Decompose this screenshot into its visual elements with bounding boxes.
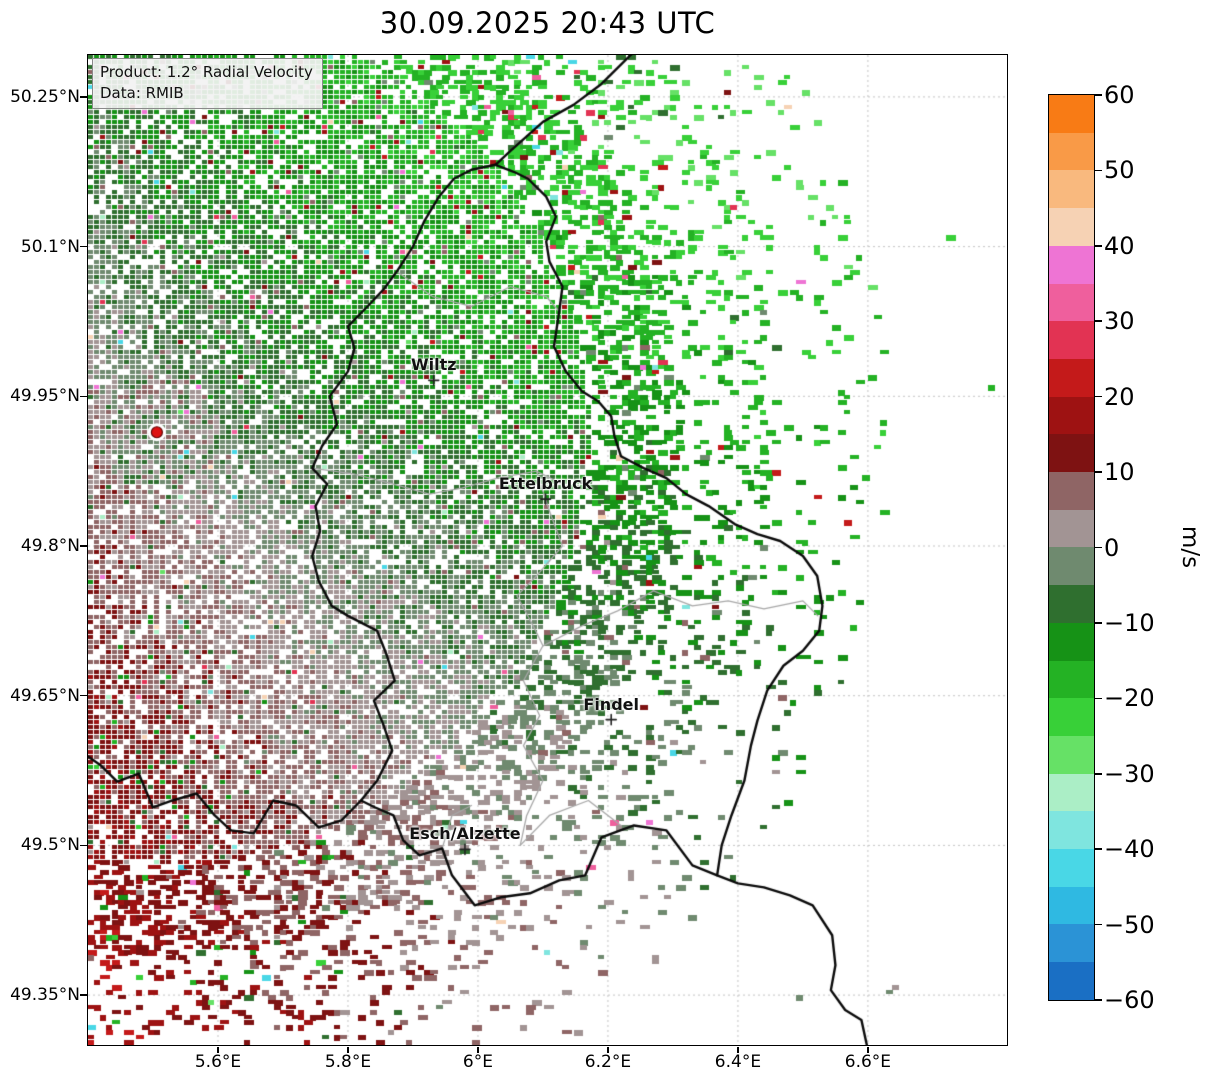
colorbar-band (1049, 811, 1094, 850)
city-label: Esch/Alzette (409, 824, 521, 844)
product-info-box: Product: 1.2° Radial Velocity Data: RMIB (92, 58, 323, 109)
lon-tick-mark (347, 1046, 349, 1053)
map-area: Product: 1.2° Radial Velocity Data: RMIB… (87, 54, 1008, 1046)
colorbar-band (1049, 622, 1094, 661)
lat-tick-label: 50.1°N (20, 236, 80, 257)
colorbar-band (1049, 283, 1094, 322)
colorbar-tick-label: −20 (1104, 684, 1155, 713)
colorbar-tick-mark (1095, 697, 1102, 700)
colorbar-tick-label: −60 (1104, 986, 1155, 1014)
lon-tick-label: 6.6°E (844, 1052, 892, 1072)
lat-tick-mark (80, 844, 87, 847)
lat-tick-mark (80, 245, 87, 248)
data-source-line: Data: RMIB (100, 84, 184, 102)
colorbar-band (1049, 208, 1094, 246)
colorbar-band (1049, 321, 1094, 359)
colorbar (1048, 94, 1095, 1001)
lon-tick-label: 6.4°E (714, 1052, 762, 1072)
lat-tick-label: 49.8°N (20, 536, 80, 556)
colorbar-band (1049, 358, 1094, 397)
colorbar-tick-mark (1095, 395, 1102, 398)
colorbar-band (1049, 472, 1094, 510)
colorbar-tick-mark (1095, 94, 1102, 96)
lon-tick-label: 6.2°E (584, 1052, 632, 1072)
lon-tick-label: 5.8°E (324, 1052, 372, 1072)
colorbar-tick-label: −50 (1104, 910, 1155, 939)
lat-tick-mark (80, 994, 87, 996)
lat-tick-label: 50.25°N (10, 86, 80, 107)
colorbar-band (1049, 962, 1094, 1000)
colorbar-band (1049, 660, 1094, 699)
colorbar-tick-mark (1095, 999, 1102, 1001)
colorbar-band (1049, 132, 1094, 171)
colorbar-band (1049, 849, 1094, 887)
colorbar-tick-mark (1095, 245, 1102, 247)
colorbar-tick-mark (1095, 923, 1102, 926)
lon-tick-mark (477, 1046, 479, 1053)
city-label: Findel (583, 694, 639, 714)
colorbar-tick-label: 20 (1104, 382, 1135, 411)
colorbar-tick-label: −10 (1104, 608, 1155, 637)
colorbar-band (1049, 773, 1094, 812)
colorbar-band (1049, 396, 1094, 435)
colorbar-band (1049, 735, 1094, 774)
product-line: Product: 1.2° Radial Velocity (100, 63, 313, 81)
colorbar-band (1049, 585, 1094, 623)
colorbar-tick-label: −40 (1104, 835, 1155, 864)
colorbar-band (1049, 924, 1094, 963)
colorbar-tick-mark (1095, 471, 1102, 473)
colorbar-tick-mark (1095, 546, 1102, 549)
colorbar-band (1049, 170, 1094, 209)
colorbar-band (1049, 434, 1094, 473)
lat-tick-mark (80, 96, 87, 98)
colorbar-band (1049, 547, 1094, 586)
lat-tick-mark (80, 395, 87, 398)
colorbar-band (1049, 245, 1094, 284)
colorbar-tick-label: 60 (1104, 81, 1135, 109)
colorbar-tick-label: 30 (1104, 307, 1135, 336)
lat-tick-label: 49.65°N (10, 685, 80, 706)
colorbar-tick-mark (1095, 848, 1102, 850)
lat-tick-mark (80, 694, 87, 697)
colorbar-band (1049, 95, 1094, 133)
colorbar-tick-mark (1095, 320, 1102, 323)
lon-tick-mark (737, 1046, 739, 1053)
colorbar-tick-mark (1095, 169, 1102, 172)
colorbar-tick-label: 40 (1104, 231, 1135, 260)
radar-velocity-canvas (88, 55, 1007, 1045)
colorbar-band (1049, 886, 1094, 925)
lat-tick-label: 49.5°N (20, 835, 80, 856)
lon-tick-mark (867, 1046, 869, 1053)
lat-tick-mark (80, 545, 87, 547)
lon-tick-mark (607, 1046, 609, 1053)
lon-tick-label: 5.6°E (194, 1052, 242, 1072)
lat-tick-label: 49.95°N (10, 386, 80, 407)
colorbar-unit-label: m/s (1177, 525, 1203, 569)
colorbar-tick-label: 50 (1104, 156, 1135, 185)
map-title: 30.09.2025 20:43 UTC (379, 6, 716, 40)
colorbar-band (1049, 509, 1094, 548)
colorbar-tick-mark (1095, 622, 1102, 624)
city-label: Ettelbruck (498, 474, 593, 494)
colorbar-band (1049, 698, 1094, 736)
colorbar-tick-label: 10 (1104, 458, 1135, 487)
colorbar-tick-mark (1095, 772, 1102, 775)
lat-tick-label: 49.35°N (10, 985, 80, 1006)
colorbar-tick-label: −30 (1104, 759, 1155, 788)
lon-tick-label: 6°E (462, 1052, 493, 1072)
colorbar-tick-label: 0 (1104, 533, 1120, 562)
lon-tick-mark (217, 1046, 219, 1053)
city-label: Wiltz (410, 355, 457, 375)
